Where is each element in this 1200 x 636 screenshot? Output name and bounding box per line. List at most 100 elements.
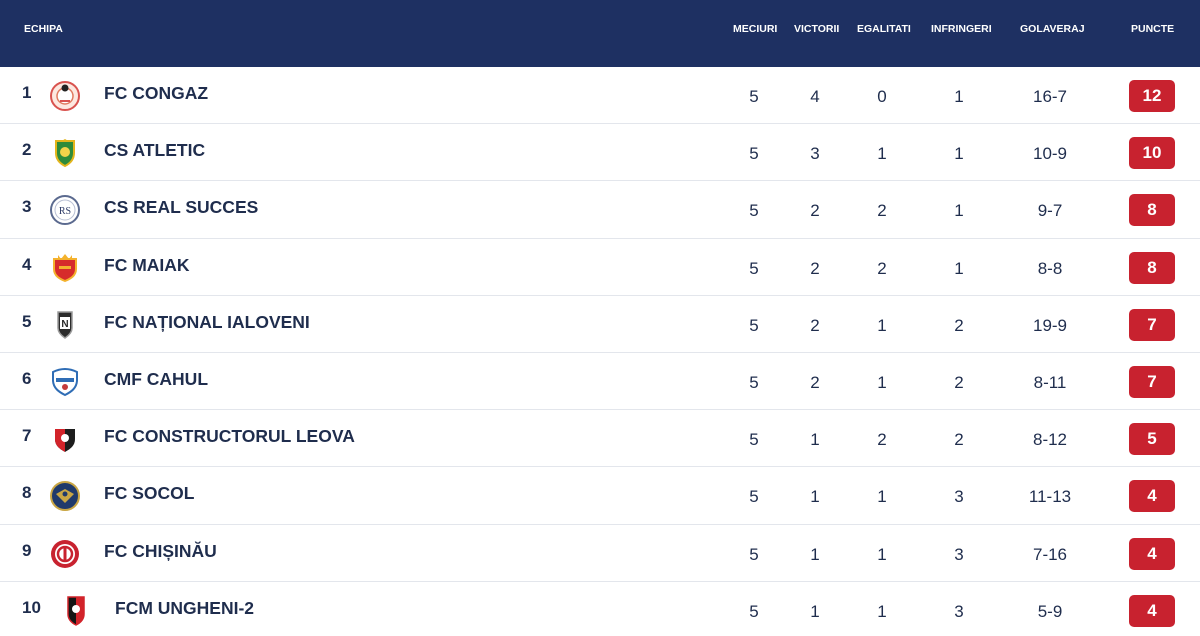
- table-row: 7 FC CONSTRUCTORUL LEOVA 5 1 2 2 8-12 5: [0, 410, 1200, 468]
- cell-wins: 2: [810, 201, 820, 221]
- team-name[interactable]: FC CONGAZ: [104, 83, 209, 103]
- position-number: 4: [22, 254, 32, 274]
- cell-goals: 9-7: [1037, 201, 1063, 221]
- cell-wins: 2: [810, 258, 820, 278]
- cell-goals: 19-9: [1032, 315, 1068, 335]
- cell-wins: 1: [810, 601, 820, 621]
- points-badge: 7: [1129, 365, 1175, 398]
- cell-wins: 1: [810, 544, 820, 564]
- cell-played: 5: [749, 144, 759, 164]
- cell-goals: 16-7: [1032, 87, 1068, 106]
- team-name[interactable]: FC CONSTRUCTORUL LEOVA: [104, 426, 355, 447]
- cell-goals: 8-8: [1037, 258, 1063, 278]
- header-wins: VICTORII: [794, 23, 840, 35]
- points-badge: 10: [1129, 137, 1175, 170]
- cell-goals: 5-9: [1037, 601, 1063, 621]
- team-name[interactable]: FCM UNGHENI-2: [115, 597, 255, 618]
- position-number: 1: [22, 83, 32, 102]
- points-badge: 5: [1129, 423, 1175, 456]
- position-number: 7: [22, 426, 32, 446]
- cell-draws: 1: [877, 544, 887, 564]
- svg-text:RS: RS: [59, 206, 71, 217]
- ungheni-crest-icon: [59, 594, 93, 628]
- position-number: 8: [22, 483, 32, 503]
- table-row: 5 N FC NAȚIONAL IALOVENI 5 2 1 2 19-9 7: [0, 295, 1200, 353]
- points-badge: 8: [1129, 194, 1175, 227]
- header-goals: GOLAVERAJ: [1020, 23, 1085, 35]
- team-name[interactable]: FC NAȚIONAL IALOVENI: [104, 311, 310, 332]
- header-points: PUNCTE: [1131, 23, 1175, 35]
- cell-played: 5: [749, 258, 759, 278]
- cell-goals: 10-9: [1032, 144, 1068, 164]
- points-badge: 4: [1129, 594, 1175, 627]
- cell-wins: 2: [810, 315, 820, 335]
- cell-played: 5: [749, 544, 759, 564]
- table-row: 8 FC SOCOL 5 1 1 3 11-13 4: [0, 467, 1200, 525]
- cell-losses: 2: [954, 372, 964, 392]
- cell-losses: 2: [954, 315, 964, 335]
- position-number: 10: [22, 597, 41, 617]
- cell-losses: 3: [954, 487, 964, 507]
- real-succes-crest-icon: RS: [48, 193, 82, 227]
- chisinau-crest-icon: [48, 537, 82, 571]
- position-number: 5: [22, 311, 32, 331]
- svg-text:N: N: [61, 319, 68, 330]
- cell-wins: 1: [810, 430, 820, 450]
- team-name[interactable]: CS REAL SUCCES: [104, 197, 259, 218]
- team-name[interactable]: FC CHIȘINĂU: [104, 540, 217, 561]
- cell-draws: 2: [877, 258, 887, 278]
- points-badge: 4: [1129, 480, 1175, 513]
- cell-goals: 11-13: [1028, 487, 1072, 507]
- cell-losses: 3: [954, 544, 964, 564]
- cell-losses: 1: [954, 87, 964, 106]
- cell-draws: 0: [877, 87, 887, 106]
- header-draws: EGALITATI: [857, 23, 911, 35]
- atletic-crest-icon: [48, 136, 82, 170]
- header-team: ECHIPA: [24, 23, 63, 35]
- cell-played: 5: [749, 201, 759, 221]
- points-badge: 8: [1129, 251, 1175, 284]
- cell-wins: 1: [810, 487, 820, 507]
- position-number: 9: [22, 540, 32, 560]
- cell-wins: 4: [810, 87, 820, 106]
- cahul-crest-icon: [48, 365, 82, 399]
- cell-losses: 1: [954, 258, 964, 278]
- cell-goals: 7-16: [1032, 544, 1068, 564]
- table-row: 2 CS ATLETIC 5 3 1 1 10-9 10: [0, 124, 1200, 182]
- cell-draws: 2: [877, 430, 887, 450]
- cell-wins: 3: [810, 144, 820, 164]
- table-body: 1 FC CONGAZ 5 4 0 1 16-7 12 2 CS ATLETIC 5 3 1 1 10-9 1…: [0, 67, 1200, 636]
- team-name[interactable]: CMF CAHUL: [104, 368, 209, 389]
- table-row: 10 FCM UNGHENI-2 5 1 1 3 5-9 4: [0, 581, 1200, 636]
- cell-played: 5: [749, 372, 759, 392]
- cell-goals: 8-11: [1033, 372, 1067, 392]
- cell-played: 5: [749, 315, 759, 335]
- cell-played: 5: [749, 487, 759, 507]
- position-number: 2: [22, 140, 32, 160]
- team-name[interactable]: CS ATLETIC: [104, 140, 206, 161]
- cell-draws: 1: [877, 144, 887, 164]
- table-header: ECHIPA MECIURI VICTORII EGALITATI INFRIN…: [0, 0, 1200, 67]
- team-name[interactable]: FC SOCOL: [104, 483, 195, 504]
- position-number: 3: [22, 197, 32, 217]
- table-row: 9 FC CHIȘINĂU 5 1 1 3 7-16 4: [0, 524, 1200, 582]
- constructorul-crest-icon: [48, 422, 82, 456]
- cell-draws: 1: [877, 315, 887, 335]
- cell-draws: 2: [877, 201, 887, 221]
- points-badge: 12: [1129, 80, 1175, 112]
- cell-losses: 3: [954, 601, 964, 621]
- table-row: 6 CMF CAHUL 5 2 1 2 8-11 7: [0, 352, 1200, 411]
- header-played: MECIURI: [733, 23, 778, 35]
- team-name[interactable]: FC MAIAK: [104, 254, 190, 275]
- cell-losses: 1: [954, 144, 964, 164]
- cell-played: 5: [749, 430, 759, 450]
- cell-draws: 1: [877, 372, 887, 392]
- table-row: 3 RS CS REAL SUCCES 5 2 2 1 9-7 8: [0, 181, 1200, 239]
- maiak-crest-icon: [48, 251, 82, 285]
- cell-goals: 8-12: [1032, 430, 1068, 450]
- cell-losses: 2: [954, 430, 964, 450]
- national-crest-icon: N: [48, 308, 82, 342]
- cell-losses: 1: [954, 201, 964, 221]
- table-row: 4 FC MAIAK 5 2 2 1 8-8 8: [0, 238, 1200, 296]
